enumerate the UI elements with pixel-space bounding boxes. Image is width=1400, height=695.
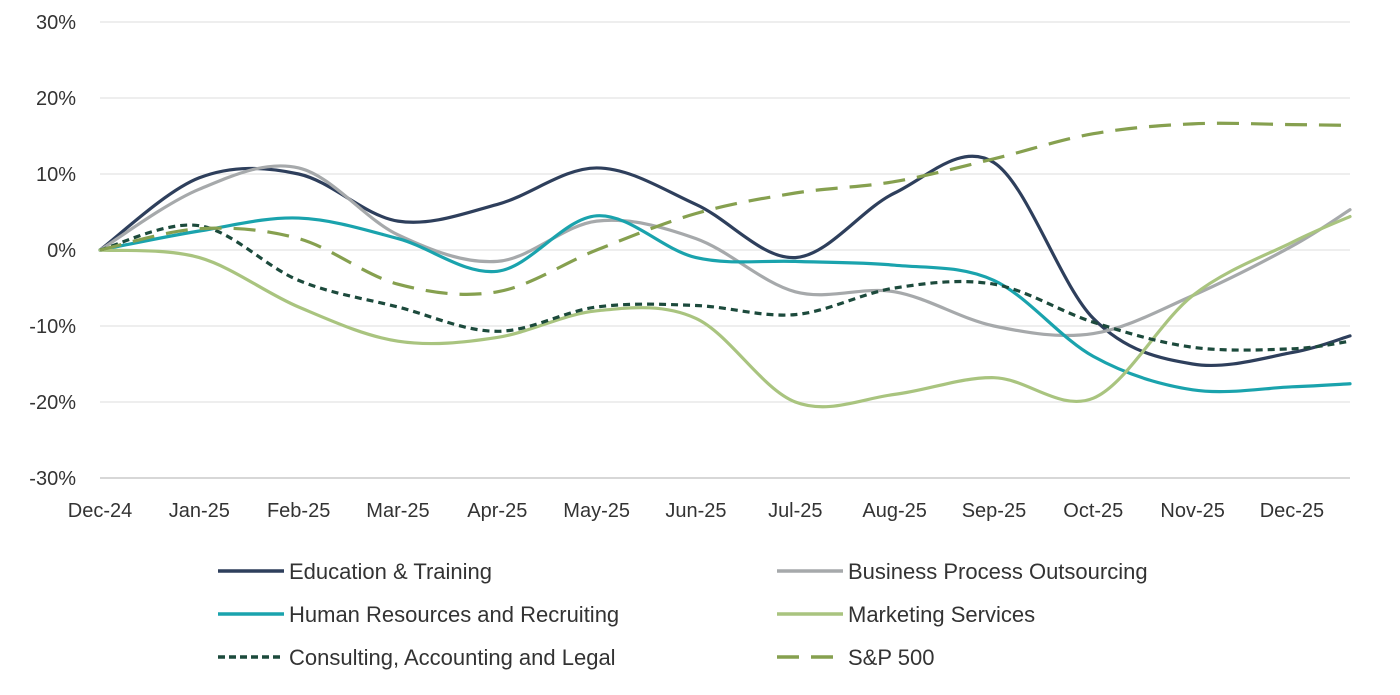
x-tick-label: Jul-25 [768, 500, 822, 522]
x-tick-label: May-25 [563, 500, 630, 522]
series-line-0 [98, 154, 1352, 368]
legend-label: Business Process Outsourcing [848, 559, 1148, 584]
series-line-3 [98, 214, 1352, 409]
x-tick-label: Mar-25 [366, 500, 429, 522]
x-tick-label: Sep-25 [962, 500, 1027, 522]
x-tick-label: Dec-24 [68, 500, 132, 522]
y-tick-label: 0% [47, 240, 76, 262]
x-tick-label: Oct-25 [1063, 500, 1123, 522]
series-line-1 [98, 164, 1352, 338]
series-line-5 [99, 121, 1351, 296]
x-tick-label: Nov-25 [1160, 500, 1224, 522]
legend: Education & Training Business Process Out… [218, 559, 1148, 670]
gridlines [100, 21, 1350, 479]
x-axis-tick-labels: Dec-24 Jan-25 Feb-25 Mar-25 Apr-25 May-25 Jun-… [68, 500, 1324, 522]
legend-label: Consulting, Accounting and Legal [289, 645, 616, 670]
series-line-2 [98, 214, 1352, 394]
y-tick-label: -10% [29, 316, 76, 338]
x-tick-label: Jun-25 [665, 500, 726, 522]
x-tick-label: Dec-25 [1260, 500, 1324, 522]
y-tick-label: 20% [36, 88, 76, 110]
legend-label: Education & Training [289, 559, 492, 584]
legend-label: Marketing Services [848, 602, 1035, 627]
x-tick-label: Aug-25 [862, 500, 927, 522]
y-tick-label: 10% [36, 164, 76, 186]
y-tick-label: -30% [29, 468, 76, 490]
legend-label: S&P 500 [848, 645, 934, 670]
y-axis-tick-labels: 30% 20% 10% 0% -10% -20% -30% [29, 12, 76, 490]
x-tick-label: Jan-25 [169, 500, 230, 522]
y-tick-label: 30% [36, 12, 76, 34]
legend-label: Human Resources and Recruiting [289, 602, 619, 627]
x-tick-label: Feb-25 [267, 500, 330, 522]
series-lines [98, 121, 1352, 409]
series-line-4 [99, 223, 1351, 352]
y-tick-label: -20% [29, 392, 76, 414]
x-tick-label: Apr-25 [467, 500, 527, 522]
